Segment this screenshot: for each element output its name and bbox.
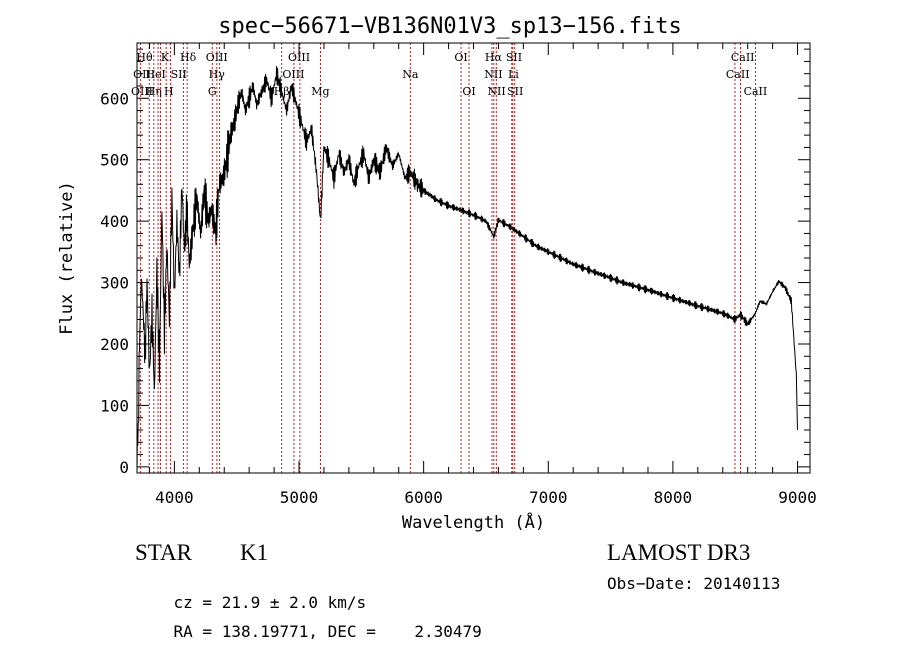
y-tick-label: 600 xyxy=(100,89,129,108)
line-label: Hδ xyxy=(180,51,197,64)
y-tick-label: 400 xyxy=(100,212,129,231)
x-tick-label: 4000 xyxy=(155,488,194,507)
line-label: OI xyxy=(462,85,475,98)
y-tick-label: 100 xyxy=(100,396,129,415)
y-tick-label: 300 xyxy=(100,274,129,293)
line-label: Hη xyxy=(146,85,162,98)
cz-text: cz = 21.9 ± 2.0 km/s xyxy=(173,593,367,612)
line-label: CaII xyxy=(731,51,755,64)
x-tick-label: 7000 xyxy=(529,488,568,507)
line-label: Na xyxy=(402,68,419,81)
y-axis-label: Flux (relative) xyxy=(57,181,77,335)
x-axis-label: Wavelength (Å) xyxy=(402,511,545,533)
line-label: K xyxy=(161,51,170,64)
subclass-label: K1 xyxy=(240,540,269,565)
line-label: HeI xyxy=(145,68,165,81)
line-label: Hα xyxy=(485,51,503,64)
line-label: G xyxy=(208,85,217,98)
object-subclass: K1 xyxy=(240,540,268,566)
line-label: SII xyxy=(506,51,522,64)
line-label: OIII xyxy=(131,85,153,98)
line-label: OIII xyxy=(288,51,310,64)
y-tick-label: 200 xyxy=(100,335,129,354)
x-tick-label: 6000 xyxy=(404,488,443,507)
x-tick-label: 9000 xyxy=(778,488,817,507)
line-label: Hγ xyxy=(209,68,226,81)
line-label: Li xyxy=(508,68,519,81)
survey-label: LAMOST DR3 xyxy=(607,540,750,566)
line-label: NII xyxy=(487,85,505,98)
y-tick-label: 500 xyxy=(100,151,129,170)
obs-date-label: Obs−Date: 20140113 xyxy=(607,574,780,593)
line-label: OI xyxy=(454,51,467,64)
line-label: Hθ xyxy=(136,51,153,64)
object-class: STAR xyxy=(135,540,192,566)
spectrum-line xyxy=(137,66,798,473)
redshift-label: cz = 21.9 ± 2.0 km/s xyxy=(135,574,367,631)
line-label: Mg xyxy=(311,85,329,98)
x-tick-label: 8000 xyxy=(654,488,693,507)
line-label: SII xyxy=(507,85,523,98)
line-label: OIII xyxy=(282,68,304,81)
x-tick-label: 5000 xyxy=(280,488,319,507)
y-tick-label: 0 xyxy=(119,458,129,477)
obs-date-text: Obs−Date: 20140113 xyxy=(607,574,781,593)
line-label: SII xyxy=(171,68,187,81)
line-label: OIII xyxy=(206,51,228,64)
line-label: CaII xyxy=(726,68,750,81)
line-label: H xyxy=(164,85,174,98)
class-label: STAR xyxy=(135,540,192,565)
line-label: NII xyxy=(484,68,502,81)
line-label: OII xyxy=(133,68,151,81)
coordinates-label: RA = 138.19771, DEC = 2.30479 xyxy=(135,603,482,660)
line-label: CaII xyxy=(744,85,768,98)
chart-title: spec−56671−VB136N01V3_sp13−156.fits xyxy=(218,14,682,39)
radec-text: RA = 138.19771, DEC = 2.30479 xyxy=(173,622,482,641)
survey-text: LAMOST DR3 xyxy=(607,540,751,565)
